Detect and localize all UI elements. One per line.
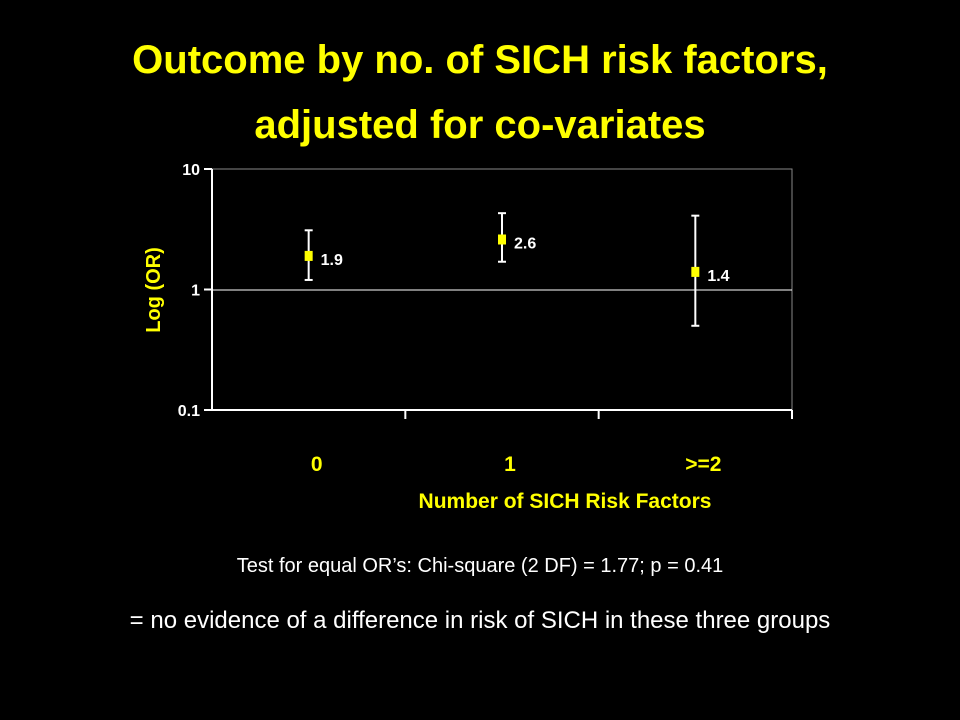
data-point-marker xyxy=(304,250,313,261)
y-tick-label: 10 xyxy=(182,162,200,179)
y-axis-label: Log (OR) xyxy=(143,247,165,333)
data-point-label: 1.4 xyxy=(707,268,729,285)
test-note: Test for equal OR’s: Chi-square (2 DF) =… xyxy=(236,555,724,577)
data-point-marker xyxy=(691,266,700,277)
chart-svg: 0.1 1 10 1.9 2.6 1.4 0 1 >=2 Log (OR) Number o… xyxy=(143,162,793,513)
data-point-marker xyxy=(498,234,506,245)
data-point-label: 2.6 xyxy=(514,235,536,252)
x-tick-label: 0 xyxy=(311,453,323,476)
x-tick-label: 1 xyxy=(504,453,516,476)
y-tick-label: 1 xyxy=(191,283,200,300)
conclusion-note: = no evidence of a difference in risk of… xyxy=(129,607,831,634)
x-axis-label: Number of SICH Risk Factors xyxy=(419,490,712,513)
data-point-label: 1.9 xyxy=(321,252,343,269)
chart-title-line-2: adjusted for co-variates xyxy=(254,103,706,147)
chart-title-line-1: Outcome by no. of SICH risk factors, xyxy=(132,38,828,82)
y-tick-label: 0.1 xyxy=(178,403,200,420)
x-tick-label: >=2 xyxy=(685,453,721,476)
